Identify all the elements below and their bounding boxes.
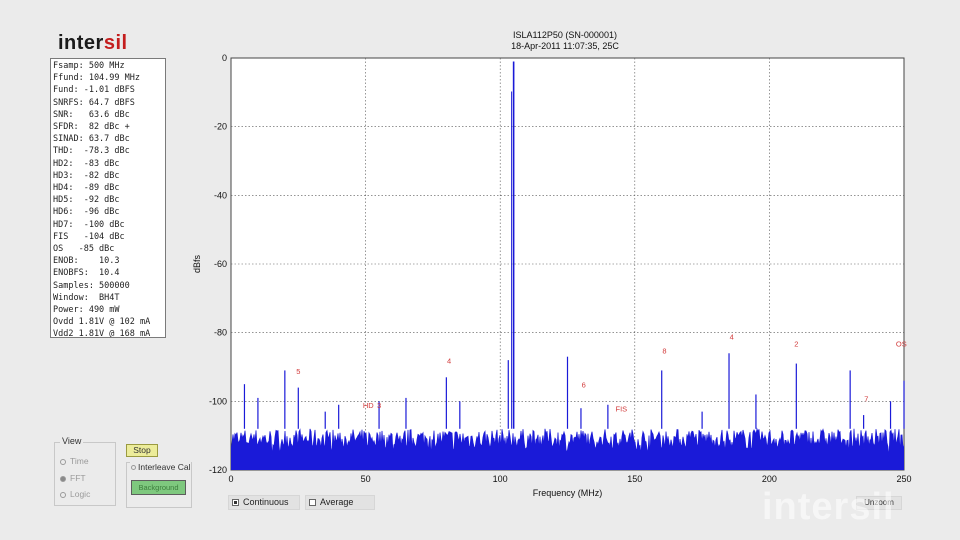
stat-line: SFDR: 82 dBc + [53, 122, 130, 133]
y-tick-label: 0 [222, 53, 227, 63]
y-tick-label: -100 [209, 396, 227, 406]
stat-line: HD2: -83 dBc [53, 158, 120, 169]
view-group-label: View [60, 436, 84, 446]
logo-text-sil: sil [103, 32, 128, 54]
harmonic-marker-label: 3 [377, 401, 381, 410]
stat-line: Ffund: 104.99 MHz [53, 73, 140, 84]
harmonic-marker-label: HD [363, 401, 374, 410]
harmonic-marker-label: 4 [447, 357, 451, 366]
watermark-text-inter: inter [762, 486, 850, 528]
harmonic-marker-label: OS [896, 339, 907, 348]
stat-line: HD5: -92 dBc [53, 195, 120, 206]
chart-subtitle: 18-Apr-2011 11:07:35, 25C [511, 41, 619, 51]
y-axis-label: dBfs [192, 254, 202, 273]
stat-line: SINAD: 63.7 dBc [53, 134, 130, 145]
average-checkbox[interactable]: Average [305, 495, 375, 510]
y-tick-label: -40 [214, 190, 227, 200]
stat-line: HD7: -100 dBc [53, 219, 125, 230]
stat-line: SNR: 63.6 dBc [53, 109, 130, 120]
interleave-cal-label: Interleave Cal [130, 462, 192, 472]
continuous-check-square[interactable] [232, 499, 239, 507]
x-axis-label: Frequency (MHz) [533, 488, 603, 498]
stat-line: HD4: -89 dBc [53, 183, 120, 194]
intersil-logo: intersil [58, 32, 128, 55]
stat-line: OS -85 dBc [53, 244, 115, 255]
harmonic-marker-label: 5 [296, 367, 300, 376]
stat-line: Window: BH4T [53, 292, 120, 303]
interleave-cal-text: Interleave Cal [138, 462, 191, 472]
radio-fft[interactable] [60, 475, 66, 482]
average-check-square[interactable] [309, 499, 316, 507]
stat-line: THD: -78.3 dBc [53, 146, 130, 157]
y-tick-label: -120 [209, 465, 227, 475]
y-tick-label: -80 [214, 328, 227, 338]
unzoom-button[interactable]: Unzoom [856, 496, 902, 510]
harmonic-marker-label: 4 [730, 333, 734, 342]
harmonic-marker-label: FIS [616, 405, 628, 414]
x-tick-label: 100 [493, 474, 508, 484]
y-tick-label: -20 [214, 122, 227, 132]
stat-line: Vdd2 1.81V @ 168 mA [53, 329, 151, 338]
view-option-time-label: Time [70, 456, 89, 466]
x-tick-label: 150 [627, 474, 642, 484]
stat-line: Power: 490 mW [53, 305, 120, 316]
radio-time[interactable] [60, 458, 66, 465]
average-label: Average [320, 497, 354, 507]
view-option-fft-label: FFT [70, 473, 86, 483]
interleave-radio[interactable] [131, 465, 136, 471]
x-tick-label: 50 [361, 474, 371, 484]
logo-text-inter: inter [58, 32, 104, 54]
intersil-watermark: intersil [762, 486, 895, 529]
harmonic-marker-label: 8 [662, 346, 666, 355]
measurement-panel: Fsamp: 500 MHz Ffund: 104.99 MHz Fund: -1.… [50, 58, 166, 338]
continuous-label: Continuous [243, 497, 289, 507]
continuous-checkbox[interactable]: Continuous [228, 495, 300, 510]
stat-line: Samples: 500000 [53, 280, 130, 291]
x-tick-label: 0 [228, 474, 233, 484]
stat-line: ENOB: 10.3 [53, 256, 120, 267]
x-tick-label: 200 [762, 474, 777, 484]
stat-line: Ovdd 1.81V @ 102 mA [53, 317, 151, 328]
stat-line: HD3: -82 dBc [53, 170, 120, 181]
y-tick-label: -60 [214, 259, 227, 269]
view-option-logic[interactable]: Logic [60, 489, 90, 499]
harmonic-marker-label: 2 [794, 339, 798, 348]
view-option-time[interactable]: Time [60, 456, 89, 466]
view-option-fft[interactable]: FFT [60, 473, 86, 483]
interleave-mode-field[interactable]: Background [131, 480, 186, 495]
harmonic-marker-label: 6 [582, 381, 586, 390]
view-group [54, 442, 116, 506]
stat-line: FIS -104 dBc [53, 231, 125, 242]
stat-line: HD6: -96 dBc [53, 207, 120, 218]
noise-floor-trace [231, 427, 904, 470]
chart-title: ISLA112P50 (SN-000001) [513, 30, 617, 40]
radio-logic[interactable] [60, 491, 66, 498]
stat-line: Fund: -1.01 dBFS [53, 85, 135, 96]
view-option-logic-label: Logic [70, 489, 91, 499]
stop-button[interactable]: Stop [126, 444, 158, 457]
harmonic-marker-label: 7 [864, 394, 868, 403]
x-tick-label: 250 [896, 474, 911, 484]
stat-line: ENOBFS: 10.4 [53, 268, 120, 279]
stat-line: Fsamp: 500 MHz [53, 61, 125, 71]
watermark-text-sil: sil [849, 486, 895, 528]
chart-title-block: ISLA112P50 (SN-000001) 18-Apr-2011 11:07… [440, 30, 690, 52]
stat-line: SNRFS: 64.7 dBFS [53, 97, 135, 108]
